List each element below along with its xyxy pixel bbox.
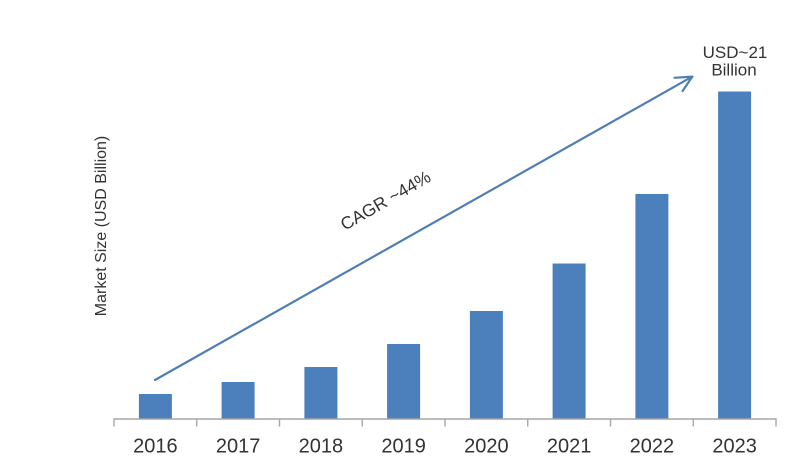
svg-text:2016: 2016 [133, 436, 178, 458]
svg-text:USD~21: USD~21 [703, 43, 768, 62]
svg-text:Billion: Billion [711, 61, 756, 80]
svg-text:2018: 2018 [299, 436, 344, 458]
svg-text:2021: 2021 [547, 436, 592, 458]
svg-text:2020: 2020 [464, 436, 509, 458]
svg-text:2017: 2017 [216, 436, 261, 458]
svg-text:2019: 2019 [381, 436, 426, 458]
svg-text:2022: 2022 [630, 436, 675, 458]
svg-text:2023: 2023 [712, 436, 757, 458]
svg-text:Market Size (USD Billion): Market Size (USD Billion) [93, 136, 110, 316]
